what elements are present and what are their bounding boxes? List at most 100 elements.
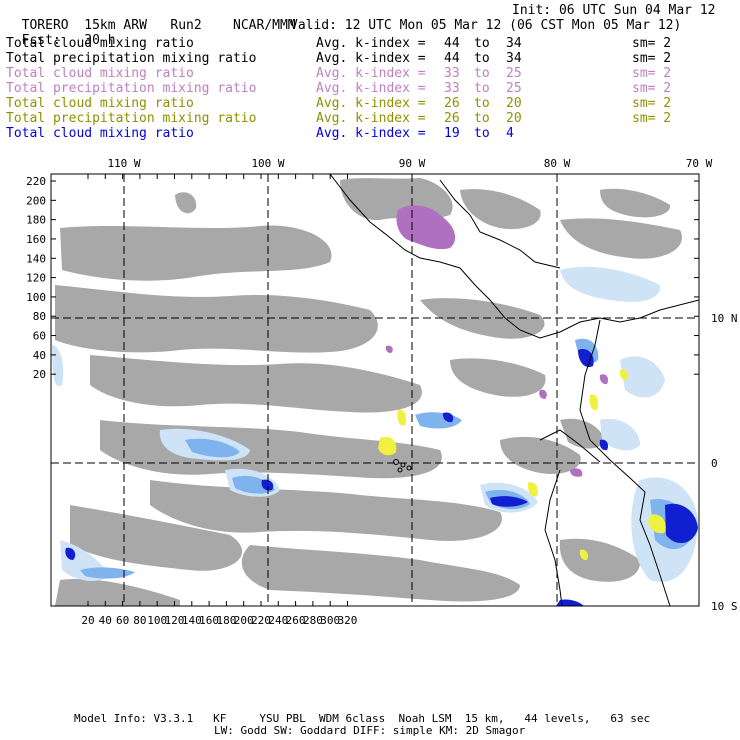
cloud-field-gray xyxy=(55,178,682,606)
x-tick-label: 60 xyxy=(116,614,129,627)
forecast-hour: Fcst: 30 h xyxy=(6,18,116,48)
fcst-value: 30 h xyxy=(84,33,116,48)
legend-from: 33 xyxy=(444,66,460,81)
legend-field: Total precipitation mixing ratio xyxy=(6,81,257,96)
y-tick-label: 80 xyxy=(33,310,46,323)
map-fields xyxy=(51,174,699,606)
model-run: Run2 xyxy=(170,18,202,33)
latitude-label: 10 N xyxy=(711,312,738,325)
x-tick-label: 180 xyxy=(216,614,236,627)
legend-to-word: to xyxy=(474,126,490,141)
y-tick-label: 180 xyxy=(26,214,46,227)
map-ticks xyxy=(51,174,699,606)
legend-sm: sm= 2 xyxy=(632,96,672,111)
y-tick-label: 100 xyxy=(26,291,46,304)
legend-to-word: to xyxy=(474,36,490,51)
cloud-field-darkblue xyxy=(65,349,698,606)
legend-avg-label: Avg. k-index = xyxy=(316,36,426,51)
legend-avg-label: Avg. k-index = xyxy=(316,96,426,111)
model-name: TORERO xyxy=(21,18,69,33)
valid-time: Valid: 12 UTC Mon 05 Mar 12 (06 CST Mon … xyxy=(290,18,682,33)
legend-field: Total cloud mixing ratio xyxy=(6,66,194,81)
x-tick-label: 80 xyxy=(133,614,146,627)
y-tick-label: 20 xyxy=(33,368,46,381)
precip-field-yellow xyxy=(378,369,666,561)
legend-to-word: to xyxy=(474,51,490,66)
legend-avg-label: Avg. k-index = xyxy=(316,126,426,141)
latitude-label: 10 S xyxy=(711,600,738,613)
galapagos-islands xyxy=(393,459,412,473)
legend-from: 26 xyxy=(444,111,460,126)
longitude-label: 70 W xyxy=(686,157,713,170)
y-tick-label: 40 xyxy=(33,349,46,362)
legend-sm: sm= 2 xyxy=(632,66,672,81)
x-tick-label: 240 xyxy=(268,614,288,627)
model-org: NCAR/MMM xyxy=(233,18,296,33)
legend-to-word: to xyxy=(474,81,490,96)
fcst-label: Fcst: xyxy=(21,33,61,48)
legend-field: Total cloud mixing ratio xyxy=(6,96,194,111)
latitude-label: 0 xyxy=(711,457,718,470)
x-tick-label: 280 xyxy=(303,614,323,627)
x-tick-label: 300 xyxy=(320,614,340,627)
legend-to-word: to xyxy=(474,96,490,111)
y-tick-label: 160 xyxy=(26,233,46,246)
legend-to-word: to xyxy=(474,111,490,126)
legend-sm: sm= 2 xyxy=(632,36,672,51)
legend-avg-label: Avg. k-index = xyxy=(316,51,426,66)
legend-from: 19 xyxy=(444,126,460,141)
legend-to-word: to xyxy=(474,66,490,81)
x-tick-label: 260 xyxy=(286,614,306,627)
legend-to: 25 xyxy=(506,81,522,96)
precip-field-purple xyxy=(385,205,609,477)
legend-to: 34 xyxy=(506,36,522,51)
init-time: Init: 06 UTC Sun 04 Mar 12 xyxy=(512,3,716,18)
legend-sm: sm= 2 xyxy=(632,51,672,66)
y-tick-label: 120 xyxy=(26,272,46,285)
legend-field: Total cloud mixing ratio xyxy=(6,36,194,51)
legend-sm: sm= 2 xyxy=(632,81,672,96)
legend-field: Total precipitation mixing ratio xyxy=(6,111,257,126)
legend-from: 26 xyxy=(444,96,460,111)
x-tick-label: 140 xyxy=(182,614,202,627)
legend-avg-label: Avg. k-index = xyxy=(316,81,426,96)
x-tick-label: 20 xyxy=(81,614,94,627)
legend-to: 34 xyxy=(506,51,522,66)
x-tick-label: 40 xyxy=(99,614,112,627)
y-tick-label: 200 xyxy=(26,194,46,207)
x-tick-label: 160 xyxy=(199,614,219,627)
map-frame xyxy=(50,173,700,607)
y-tick-label: 220 xyxy=(26,175,46,188)
longitude-label: 100 W xyxy=(251,157,284,170)
x-tick-label: 100 xyxy=(147,614,167,627)
x-tick-label: 120 xyxy=(165,614,185,627)
latlon-grid xyxy=(51,174,699,606)
y-tick-label: 140 xyxy=(26,252,46,265)
model-title: TORERO 15km ARW Run2 NCAR/MMM xyxy=(6,3,296,33)
model-info-line2: LW: Godd SW: Goddard DIFF: simple KM: 2D… xyxy=(214,724,526,737)
legend-to: 20 xyxy=(506,111,522,126)
longitude-label: 80 W xyxy=(544,157,571,170)
legend-from: 44 xyxy=(444,51,460,66)
longitude-label: 110 W xyxy=(107,157,140,170)
x-tick-label: 220 xyxy=(251,614,271,627)
legend-to: 25 xyxy=(506,66,522,81)
longitude-label: 90 W xyxy=(399,157,426,170)
coastlines xyxy=(329,174,699,606)
legend-avg-label: Avg. k-index = xyxy=(316,111,426,126)
x-tick-label: 200 xyxy=(234,614,254,627)
legend-to: 20 xyxy=(506,96,522,111)
legend-from: 33 xyxy=(444,81,460,96)
legend-sm: sm= 2 xyxy=(632,111,672,126)
legend-to: 4 xyxy=(506,126,514,141)
model-info-line1: Model Info: V3.3.1 KF YSU PBL WDM 6class… xyxy=(74,712,651,725)
legend-from: 44 xyxy=(444,36,460,51)
model-resolution: 15km ARW xyxy=(84,18,147,33)
x-tick-label: 320 xyxy=(338,614,358,627)
legend-avg-label: Avg. k-index = xyxy=(316,66,426,81)
legend-field: Total cloud mixing ratio xyxy=(6,126,194,141)
legend-field: Total precipitation mixing ratio xyxy=(6,51,257,66)
y-tick-label: 60 xyxy=(33,330,46,343)
